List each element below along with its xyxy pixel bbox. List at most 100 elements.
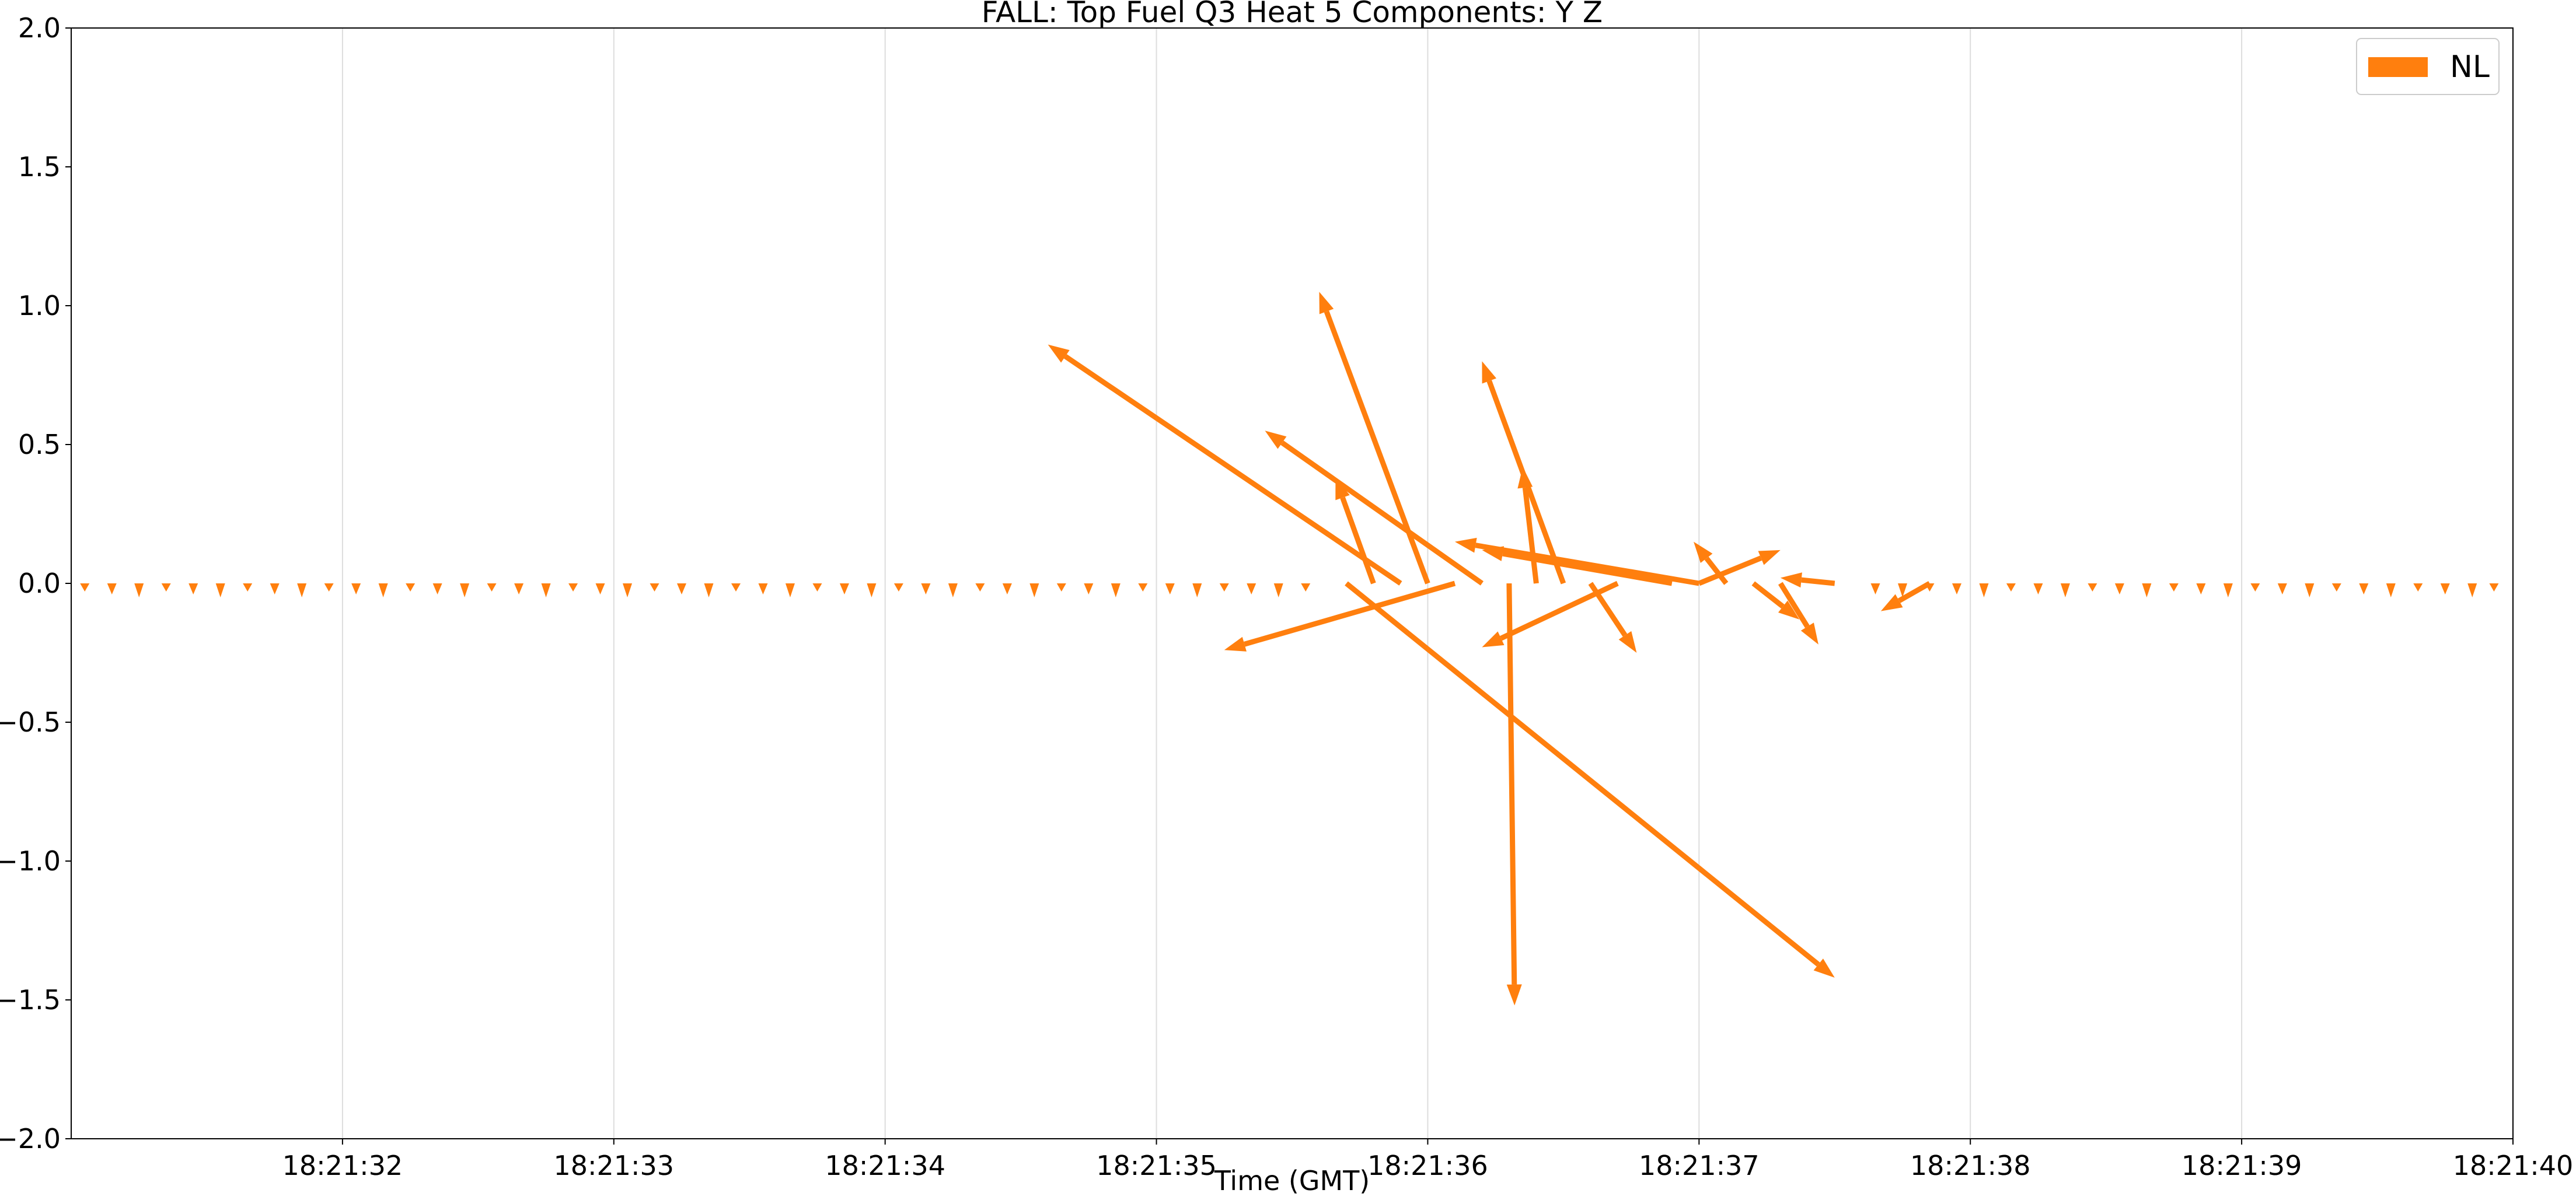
vector-arrow: [1704, 557, 1729, 585]
x-tick-label: 18:21:35: [1096, 1150, 1217, 1181]
vector-arrowhead-small: [1138, 583, 1148, 592]
vector-arrow: [1588, 582, 1628, 637]
vector-arrowhead-small: [975, 583, 985, 592]
vector-arrowhead-small: [1979, 583, 1989, 597]
x-axis: 18:21:32 18:21:33 18:21:34 18:21:35 18:21:36…: [282, 1139, 2574, 1181]
vector-arrowhead-small: [1870, 583, 1880, 594]
vector-arrowhead-small: [650, 583, 659, 592]
vector-arrowhead-small: [948, 583, 958, 597]
vector-arrowhead-small: [2223, 583, 2233, 597]
vector-arrowhead-small: [107, 583, 117, 594]
vector-arrowhead-small: [2060, 583, 2070, 597]
vector-arrowhead: [1319, 292, 1334, 314]
vector-arrowhead: [1482, 546, 1505, 561]
vector-arrowhead-small: [2359, 583, 2369, 594]
vector-arrow: [1751, 581, 1785, 609]
vector-arrowhead-small: [161, 583, 171, 592]
vector-arrowhead-small: [2114, 583, 2124, 594]
legend-swatch-nl: [2368, 57, 2428, 77]
vector-arrowhead-small: [487, 583, 497, 592]
vector-arrowhead-small: [1029, 583, 1039, 597]
x-tick-label: 18:21:40: [2453, 1150, 2574, 1181]
legend-label-nl: NL: [2450, 50, 2490, 85]
vector-arrowhead-small: [1192, 583, 1202, 597]
vector-arrowhead: [1694, 541, 1713, 563]
x-tick-label: 18:21:39: [2181, 1150, 2302, 1181]
y-tick-label: −0.5: [0, 706, 61, 738]
vector-arrowhead-small: [758, 583, 768, 594]
vector-arrow: [1340, 496, 1376, 585]
vector-arrowhead-small: [243, 583, 253, 592]
vector-arrowhead-small: [80, 583, 90, 592]
vector-arrowhead-small: [2006, 583, 2016, 592]
vector-arrowhead-small: [867, 583, 877, 597]
y-tick-label: −2.0: [0, 1123, 61, 1154]
vector-arrowhead: [1517, 467, 1533, 489]
vector-arrowhead-small: [2033, 583, 2043, 594]
vector-arrowhead-small: [921, 583, 931, 594]
x-axis-label: Time (GMT): [1214, 1165, 1370, 1196]
vector-field: [80, 292, 2499, 1006]
y-tick-label: 2.0: [18, 12, 61, 44]
vector-arrowhead: [1265, 431, 1287, 449]
vector-arrowhead-small: [623, 583, 633, 597]
vector-arrowhead-small: [812, 583, 822, 592]
vector-arrowhead-small: [704, 583, 714, 597]
vector-arrowhead-small: [2142, 583, 2152, 597]
vector-arrow: [1778, 582, 1810, 628]
y-tick-label: −1.0: [0, 845, 61, 877]
vector-arrowhead-small: [893, 583, 903, 592]
x-tick-label: 18:21:36: [1367, 1150, 1488, 1181]
vector-arrowhead: [1780, 572, 1802, 588]
x-tick-label: 18:21:34: [825, 1150, 945, 1181]
vector-arrowhead: [1224, 636, 1247, 652]
vector-arrow: [1698, 555, 1762, 586]
vector-arrowhead-small: [514, 583, 524, 594]
vector-arrowhead: [1800, 622, 1818, 645]
vector-arrowhead: [1813, 958, 1835, 978]
x-tick-label: 18:21:33: [553, 1150, 674, 1181]
vector-arrowhead: [1482, 631, 1505, 648]
y-tick-label: −1.5: [0, 984, 61, 1016]
vector-arrowhead-small: [1084, 583, 1094, 594]
vector-arrowhead-small: [2196, 583, 2206, 594]
y-tick-label: 1.5: [18, 151, 61, 183]
vector-arrow: [1280, 440, 1484, 586]
vector-arrowhead-small: [460, 583, 470, 597]
vector-arrowhead-small: [1111, 583, 1121, 597]
vector-arrowhead-small: [406, 583, 416, 592]
vector-arrowhead-small: [785, 583, 795, 597]
vector-arrow: [1502, 551, 1673, 586]
x-tick-label: 18:21:37: [1639, 1150, 1760, 1181]
vector-arrowhead-small: [1002, 583, 1012, 594]
vector-arrowhead-small: [1219, 583, 1229, 592]
vector-arrowhead-small: [568, 583, 578, 592]
vector-arrowhead-small: [541, 583, 551, 597]
y-axis: −2.0 −1.5 −1.0 −0.5 0.0 0.5 1.0 1.5 2.0: [0, 12, 71, 1154]
vector-arrowhead-small: [2250, 583, 2260, 592]
vector-arrow: [1897, 581, 1931, 603]
vector-arrowhead: [1482, 361, 1497, 384]
vector-arrowhead-small: [297, 583, 307, 597]
vector-arrowhead-small: [1898, 583, 1907, 597]
plot-background: [71, 28, 2513, 1139]
vector-arrowhead-small: [270, 583, 280, 594]
chart-title: FALL: Top Fuel Q3 Heat 5 Components: Y Z: [982, 0, 1603, 29]
vector-arrowhead: [1506, 984, 1522, 1006]
vector-arrowhead-small: [2305, 583, 2315, 597]
vector-arrow: [1801, 577, 1835, 586]
y-tick-label: 1.0: [18, 290, 61, 321]
vector-arrowhead: [1454, 537, 1477, 553]
vector-arrowhead-small: [2169, 583, 2179, 592]
vector-arrowhead-small: [432, 583, 442, 594]
vector-arrowhead-small: [1952, 583, 1961, 594]
vector-arrowhead-small: [378, 583, 388, 597]
vector-arrowhead-small: [2489, 583, 2499, 592]
vector-arrowhead-small: [1301, 583, 1311, 592]
vector-arrow: [1345, 581, 1820, 967]
vector-arrowhead: [1048, 344, 1070, 363]
y-tick-label: 0.0: [18, 568, 61, 599]
vector-arrow: [1324, 310, 1430, 585]
vector-arrow: [1063, 354, 1402, 586]
